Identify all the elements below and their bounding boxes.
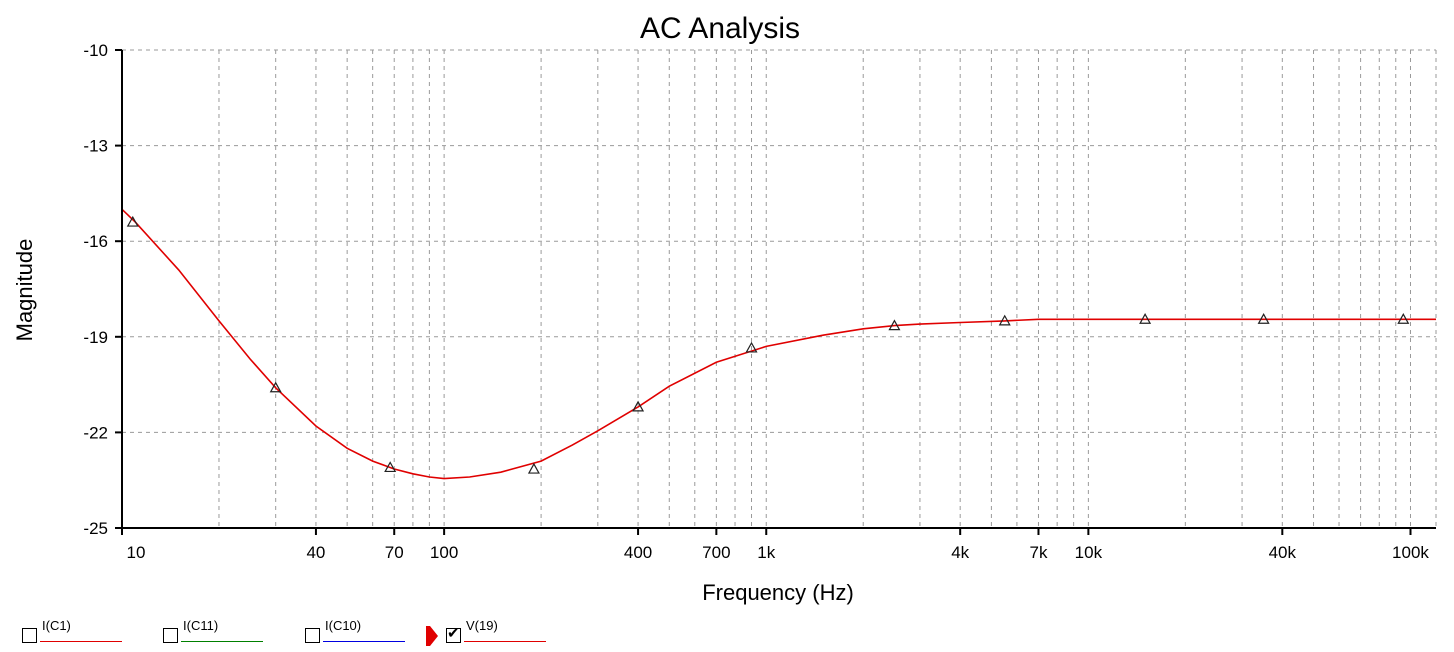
selected-trace-marker-icon — [426, 626, 438, 646]
x-tick-label: 4k — [951, 543, 969, 562]
y-tick-label: -13 — [83, 137, 108, 156]
legend-swatch-line — [40, 641, 122, 642]
x-tick-label: 10 — [127, 543, 146, 562]
data-point-marker — [1397, 313, 1410, 324]
trace-checkbox[interactable] — [22, 628, 37, 643]
x-tick-label: 700 — [702, 543, 730, 562]
data-point-marker — [269, 381, 282, 393]
grid-lines — [122, 49, 1437, 528]
x-tick-label: 1k — [757, 543, 775, 562]
legend-swatch-line — [323, 641, 405, 642]
x-tick-label: 400 — [624, 543, 652, 562]
y-tick-label: -10 — [83, 41, 108, 60]
chart-title: AC Analysis — [640, 12, 800, 45]
legend-label: I(C1) — [42, 618, 71, 633]
data-point-marker — [1257, 313, 1270, 324]
y-tick-label: -16 — [83, 232, 108, 251]
x-tick-label: 100k — [1392, 543, 1429, 562]
legend-label: I(C11) — [183, 618, 219, 633]
x-tick-label: 100 — [430, 543, 458, 562]
legend-swatch-line — [464, 641, 546, 642]
axes: -10 -13 -16 -19 -22 -25 10 40 70 100 400 700 1k 4k 7k 1… — [83, 41, 1436, 562]
trace-checkbox[interactable] — [163, 628, 178, 643]
x-axis-label: Frequency (Hz) — [702, 580, 854, 605]
data-point-marker — [632, 400, 645, 412]
y-tick-label: -22 — [83, 423, 108, 442]
legend-label: I(C10) — [325, 618, 362, 633]
trace-legend: I(C1) I(C11) I(C10) V(19) — [0, 618, 1454, 652]
x-tick-label: 40k — [1269, 543, 1297, 562]
y-tick-label: -19 — [83, 328, 108, 347]
data-markers — [126, 215, 1410, 474]
trace-checkbox[interactable] — [446, 624, 461, 644]
data-point-marker — [1139, 313, 1152, 324]
data-point-marker — [998, 314, 1011, 326]
data-point-marker — [745, 341, 758, 353]
data-point-marker — [527, 462, 540, 474]
series-line-v19 — [121, 208, 1436, 480]
trace-checkbox[interactable] — [305, 628, 320, 643]
y-tick-label: -25 — [83, 519, 108, 538]
ac-analysis-chart: AC Analysis Magnitude Frequency (Hz) -10… — [12, 12, 1437, 605]
legend-swatch-line — [181, 641, 263, 642]
x-tick-label: 10k — [1075, 543, 1103, 562]
x-tick-label: 7k — [1029, 543, 1047, 562]
data-point-marker — [384, 461, 397, 473]
legend-label: V(19) — [466, 618, 498, 633]
y-axis-label: Magnitude — [12, 239, 37, 342]
x-tick-label: 70 — [385, 543, 404, 562]
series-layer — [121, 208, 1436, 480]
data-point-marker — [888, 319, 901, 331]
data-point-marker — [126, 215, 139, 227]
x-tick-label: 40 — [306, 543, 325, 562]
